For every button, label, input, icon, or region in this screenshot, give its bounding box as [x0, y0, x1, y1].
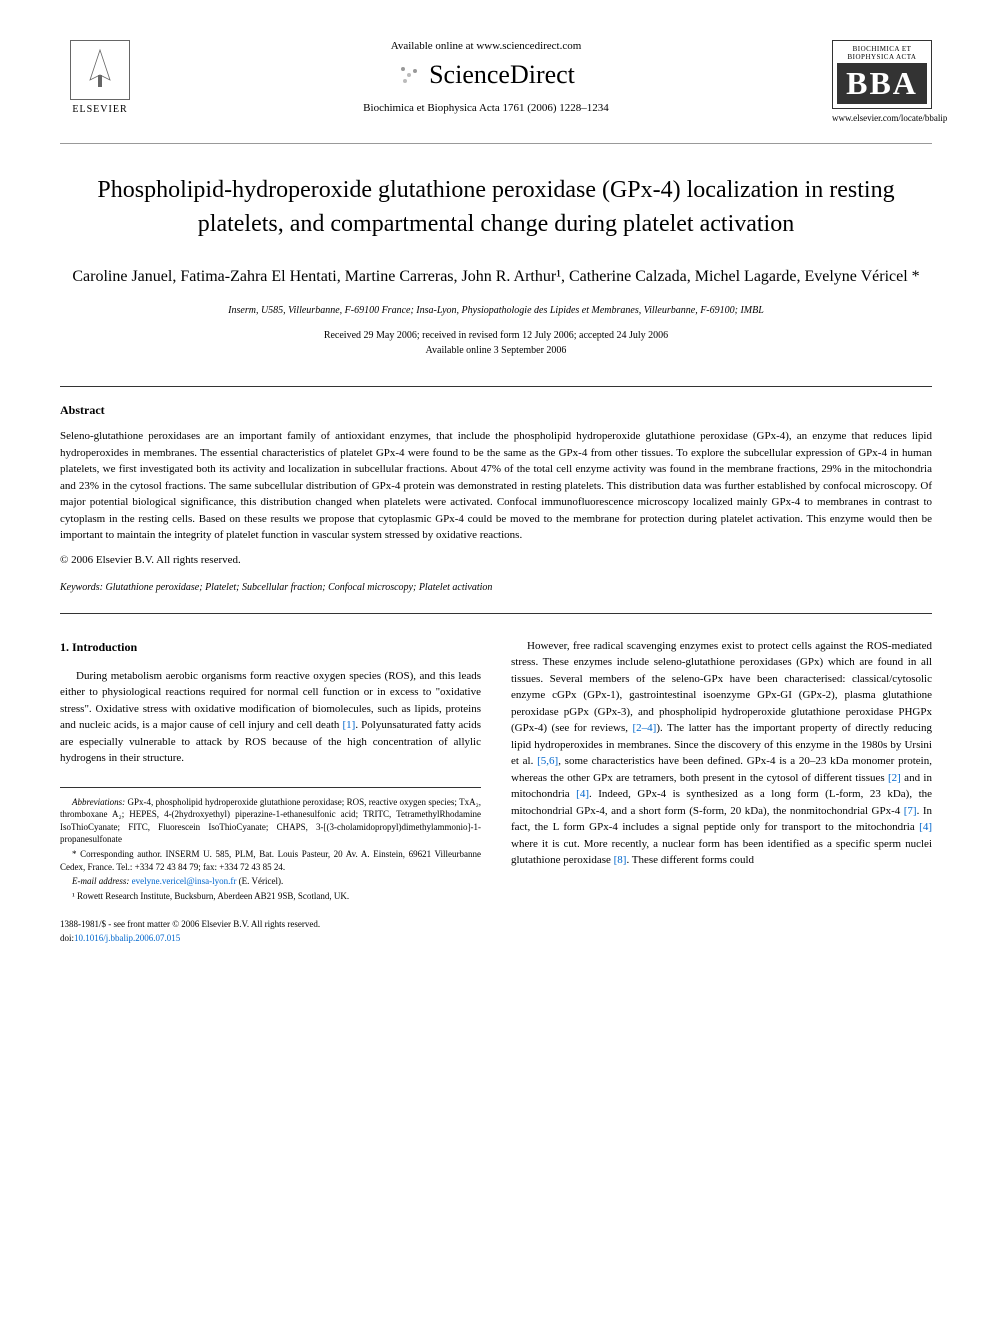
bba-title: BBA: [837, 63, 927, 104]
ref-link-7[interactable]: [7]: [904, 805, 917, 817]
right-column: However, free radical scavenging enzymes…: [511, 638, 932, 946]
intro-paragraph-1: During metabolism aerobic organisms form…: [60, 668, 481, 767]
elsevier-tree-icon: [70, 40, 130, 100]
abbrev-label: Abbreviations:: [72, 797, 125, 807]
abstract-copyright: © 2006 Elsevier B.V. All rights reserved…: [60, 554, 932, 566]
email-label: E-mail address:: [72, 876, 129, 886]
ref-link-5-6[interactable]: [5,6]: [537, 755, 558, 767]
article-title: Phospholipid-hydroperoxide glutathione p…: [60, 174, 932, 241]
sciencedirect-icon: [397, 63, 421, 87]
author-note-1: ¹ Rowett Research Institute, Bucksburn, …: [60, 890, 481, 903]
journal-url[interactable]: www.elsevier.com/locate/bbalip: [832, 113, 932, 123]
ref-link-2[interactable]: [2]: [888, 772, 901, 784]
doi-label: doi:: [60, 933, 74, 943]
intro-col2-t3: , some characteristics have been defined…: [511, 755, 932, 784]
intro-col2-t8: . These different forms could: [626, 854, 754, 866]
ref-link-8[interactable]: [8]: [614, 854, 627, 866]
ref-link-1[interactable]: [1]: [342, 719, 355, 731]
ref-link-4a[interactable]: [4]: [576, 788, 589, 800]
keywords-text: Glutathione peroxidase; Platelet; Subcel…: [105, 582, 492, 593]
available-online-date: Available online 3 September 2006: [60, 345, 932, 356]
elsevier-logo: ELSEVIER: [60, 40, 140, 115]
abstract-top-divider: [60, 386, 932, 387]
corresponding-author-footnote: * Corresponding author. INSERM U. 585, P…: [60, 848, 481, 873]
header-divider: [60, 143, 932, 144]
doi-link[interactable]: 10.1016/j.bbalip.2006.07.015: [74, 933, 180, 943]
email-link[interactable]: evelyne.vericel@insa-lyon.fr: [132, 876, 237, 886]
footnotes-block: Abbreviations: GPx-4, phospholipid hydro…: [60, 787, 481, 903]
front-matter-text: 1388-1981/$ - see front matter © 2006 El…: [60, 918, 481, 932]
authors-list: Caroline Januel, Fatima-Zahra El Hentati…: [60, 265, 932, 289]
left-column: 1. Introduction During metabolism aerobi…: [60, 638, 481, 946]
email-footnote: E-mail address: evelyne.vericel@insa-lyo…: [60, 875, 481, 888]
keywords-label: Keywords:: [60, 582, 103, 593]
bba-logo-box: BIOCHIMICA ET BIOPHYSICA ACTA BBA: [832, 40, 932, 109]
sciencedirect-brand: ScienceDirect: [160, 60, 812, 90]
journal-logo: BIOCHIMICA ET BIOPHYSICA ACTA BBA www.el…: [832, 40, 932, 123]
email-suffix: (E. Véricel).: [239, 876, 284, 886]
intro-col2-t1: However, free radical scavenging enzymes…: [511, 640, 932, 735]
received-dates: Received 29 May 2006; received in revise…: [60, 330, 932, 341]
sciencedirect-text: ScienceDirect: [429, 60, 575, 90]
abbreviations-footnote: Abbreviations: GPx-4, phospholipid hydro…: [60, 796, 481, 846]
doi-section: 1388-1981/$ - see front matter © 2006 El…: [60, 918, 481, 945]
ref-link-4b[interactable]: [4]: [919, 821, 932, 833]
keywords-line: Keywords: Glutathione peroxidase; Platel…: [60, 582, 932, 593]
page-header: ELSEVIER Available online at www.science…: [60, 40, 932, 123]
abstract-heading: Abstract: [60, 403, 932, 418]
ref-link-2-4[interactable]: [2–4]: [633, 722, 657, 734]
elsevier-label: ELSEVIER: [72, 104, 127, 115]
abstract-body: Seleno-glutathione peroxidases are an im…: [60, 430, 932, 541]
journal-reference: Biochimica et Biophysica Acta 1761 (2006…: [160, 102, 812, 114]
body-columns: 1. Introduction During metabolism aerobi…: [60, 638, 932, 946]
intro-paragraph-2: However, free radical scavenging enzymes…: [511, 638, 932, 869]
affiliation: Inserm, U585, Villeurbanne, F-69100 Fran…: [60, 305, 932, 316]
abstract-bottom-divider: [60, 613, 932, 614]
introduction-heading: 1. Introduction: [60, 638, 481, 656]
center-header: Available online at www.sciencedirect.co…: [140, 40, 832, 114]
available-online-text: Available online at www.sciencedirect.co…: [160, 40, 812, 52]
abstract-text: Seleno-glutathione peroxidases are an im…: [60, 428, 932, 544]
bba-subtitle: BIOCHIMICA ET BIOPHYSICA ACTA: [837, 45, 927, 61]
doi-line: doi:10.1016/j.bbalip.2006.07.015: [60, 932, 481, 946]
